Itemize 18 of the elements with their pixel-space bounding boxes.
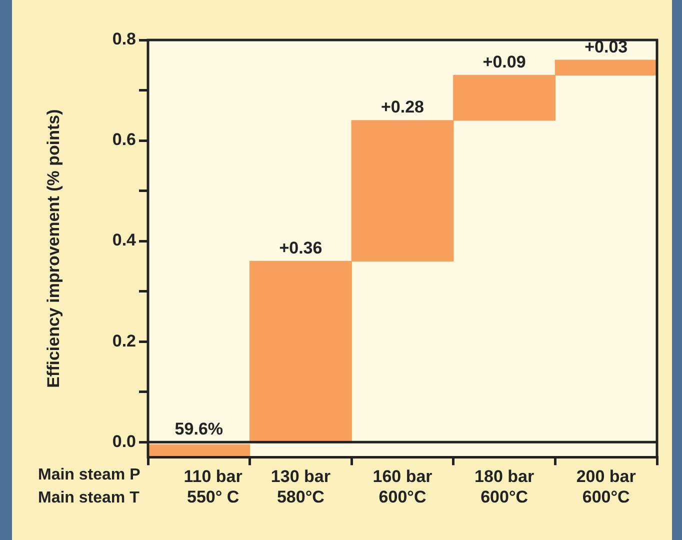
y-tick-label: 0.6 bbox=[112, 130, 136, 150]
x-tick-label: 200 bar 600°C bbox=[576, 467, 636, 506]
annotation: 59.6% bbox=[174, 419, 223, 438]
text: Main steam T bbox=[38, 490, 140, 507]
y-axis-title: Efficiency improvement (% points) bbox=[44, 109, 63, 388]
x-tick-label: 180 bar 600°C bbox=[474, 467, 534, 506]
data-label: +0.28 bbox=[380, 98, 424, 117]
data-label: +0.36 bbox=[279, 238, 322, 258]
x-tick-label: 130 bar 580°C bbox=[270, 467, 331, 506]
y-tick-label: 0.0 bbox=[112, 432, 136, 451]
data-label: +0.03 bbox=[584, 37, 628, 56]
x-tick-label: 110 bar 550° C bbox=[155, 467, 243, 506]
y-tick-label: 0.8 bbox=[112, 30, 136, 49]
data-label: +0.09 bbox=[482, 52, 526, 72]
y-tick-label: 0.2 bbox=[112, 331, 136, 350]
text: Main steam P bbox=[38, 466, 141, 484]
x-tick-label: 160 bar 600°C bbox=[372, 467, 433, 506]
y-tick-label: 0.4 bbox=[112, 230, 137, 250]
